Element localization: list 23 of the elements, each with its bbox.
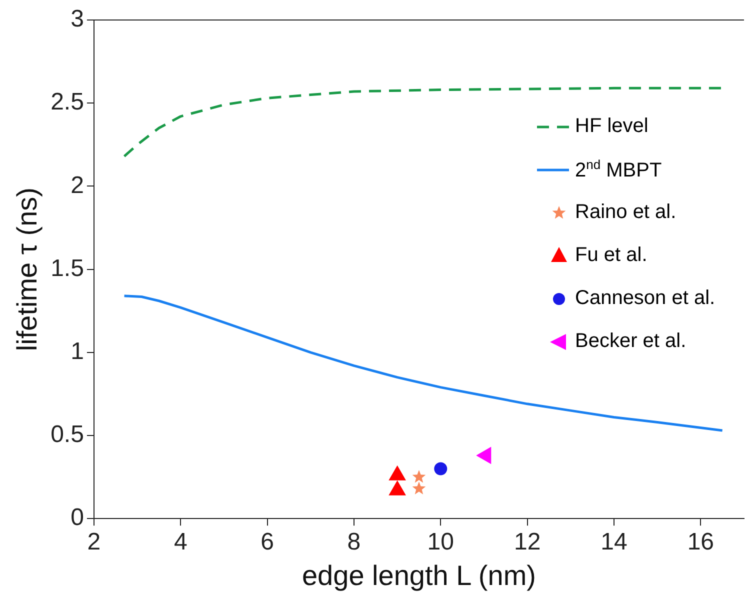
line-series <box>123 86 724 158</box>
x-tick-label: 14 <box>600 528 628 556</box>
y-tick-label: 2 <box>70 172 84 199</box>
legend-label: Becker et al. <box>575 330 686 353</box>
y-tick-label: 2.5 <box>50 88 84 116</box>
y-axis-title: lifetime τ (ns) <box>12 188 43 352</box>
y-tick-label: 1.5 <box>50 254 84 282</box>
y-tick-label: 1 <box>70 338 84 366</box>
legend-label: 2$^{nd}$ MBPT <box>575 156 662 182</box>
x-axis-title: edge length L (nm) <box>302 560 536 591</box>
x-tick-label: 8 <box>347 528 361 556</box>
legend-label: Raino et al. <box>575 201 676 224</box>
x-tick-label: 16 <box>687 528 714 556</box>
legend-label: HF level <box>575 115 648 138</box>
x-tick-label: 10 <box>427 528 454 556</box>
legend-label: Canneson et al. <box>575 287 716 310</box>
legend-label: Fu et al. <box>575 244 648 267</box>
y-tick-label: 0 <box>70 504 84 532</box>
y-tick-label: 3 <box>70 6 84 33</box>
x-tick-label: 4 <box>174 528 188 556</box>
x-tick-label: 6 <box>260 528 274 556</box>
y-tick-label: 0.5 <box>50 421 84 448</box>
x-tick-label: 12 <box>514 528 541 556</box>
